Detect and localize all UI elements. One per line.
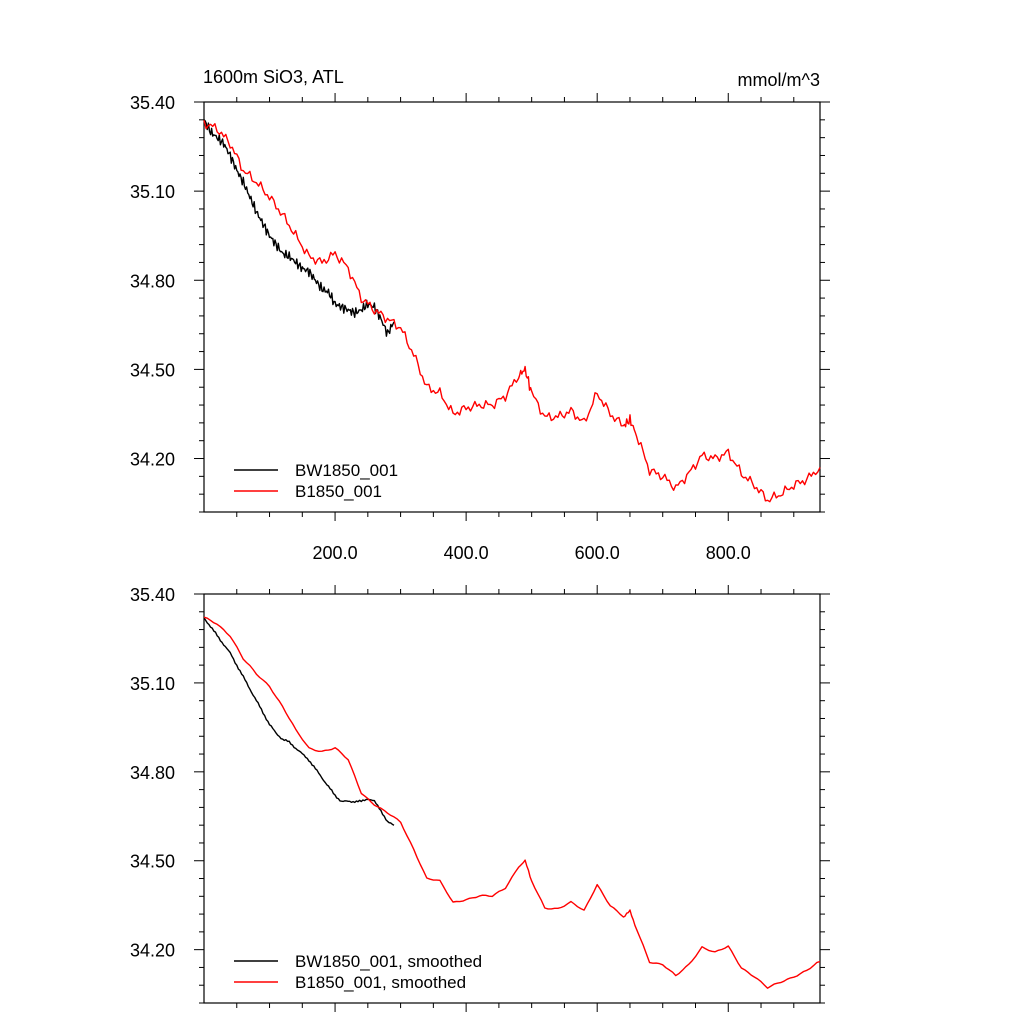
x-tick-label: 800.0 [706,543,751,563]
plot-frame [203,101,821,513]
y-tick-label: 35.10 [130,182,175,202]
legend-label: B1850_001, smoothed [295,973,466,992]
y-tick-label: 34.20 [130,941,175,961]
legend-label: B1850_001 [295,482,382,501]
y-tick-label: 34.80 [130,763,175,783]
x-tick-label: 400.0 [444,543,489,563]
figure-title: 1600m SiO3, ATL [203,67,344,87]
y-tick-label: 34.50 [130,360,175,380]
series-line-b1850 [203,120,821,503]
series-line-b1850 [203,616,821,989]
y-tick-label: 34.80 [130,271,175,291]
series-line-bw1850 [203,119,395,337]
series-line-bw1850 [203,617,395,826]
y-tick-label: 35.40 [130,585,175,605]
figure-units: mmol/m^3 [738,70,820,90]
y-tick-label: 35.10 [130,674,175,694]
legend-label: BW1850_001 [295,461,398,480]
x-tick-label: 200.0 [313,543,358,563]
y-tick-label: 35.40 [130,93,175,113]
y-tick-label: 34.50 [130,852,175,872]
plot-frame [203,593,821,1004]
top-panel: 200.0 400.0 600.0 800.0 35.40 35.10 34.80 34.50… [130,93,830,563]
y-tick-label: 34.20 [130,450,175,470]
legend-label: BW1850_001, smoothed [295,952,482,971]
bottom-panel: 35.40 35.10 34.80 34.50 34.20 BW1850_001, smo… [130,585,830,1012]
x-tick-label: 600.0 [575,543,620,563]
